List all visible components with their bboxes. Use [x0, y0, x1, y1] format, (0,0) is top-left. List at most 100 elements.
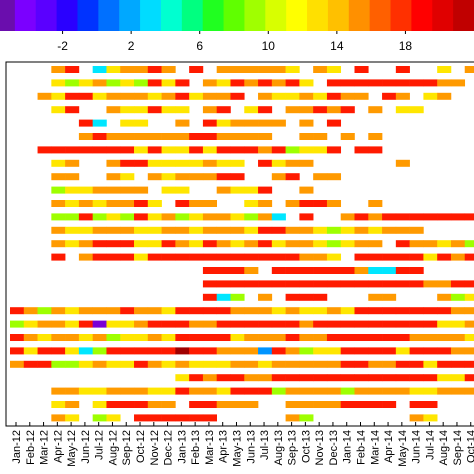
x-tick-label: Dec-12 — [163, 430, 175, 465]
heatmap-cell — [120, 307, 135, 315]
heatmap-cell — [354, 253, 369, 261]
heatmap-cell — [23, 334, 38, 341]
heatmap-cell — [340, 92, 355, 100]
heatmap-cell — [464, 320, 474, 328]
heatmap-cell — [106, 414, 121, 422]
heatmap-cell — [464, 213, 474, 221]
heatmap-cell — [161, 92, 176, 100]
heatmap-cell — [299, 267, 314, 274]
heatmap-cell — [161, 186, 176, 194]
heatmap-cell — [202, 159, 217, 167]
heatmap-cell — [10, 320, 25, 328]
heatmap-cell — [271, 387, 286, 395]
heatmap-cell — [313, 401, 328, 408]
heatmap-cell — [189, 226, 204, 234]
heatmap-cell — [368, 280, 383, 288]
heatmap-cell — [175, 253, 190, 261]
heatmap-cell — [340, 240, 355, 248]
heatmap-cell — [423, 401, 438, 408]
colorbar-tick-label: -2 — [57, 39, 68, 53]
heatmap-cell — [147, 66, 162, 73]
heatmap-cell — [395, 374, 410, 382]
heatmap-cell — [271, 374, 286, 382]
heatmap-cell — [313, 200, 328, 207]
heatmap-cell — [92, 401, 107, 408]
x-tick-label: Sep-12 — [121, 430, 133, 465]
heatmap-cell — [175, 414, 190, 422]
heatmap-cell — [175, 79, 190, 87]
heatmap-cell — [395, 334, 410, 341]
heatmap-cell — [340, 320, 355, 328]
x-tick-label: Aug-12 — [107, 430, 119, 465]
heatmap-cell — [244, 267, 259, 274]
heatmap-cell — [202, 293, 217, 301]
heatmap-cell — [409, 267, 424, 274]
heatmap-cell — [92, 307, 107, 315]
heatmap-cell — [450, 253, 466, 261]
heatmap-cell — [92, 213, 107, 221]
heatmap-cell — [450, 280, 466, 288]
heatmap-cell — [409, 79, 424, 87]
heatmap-cell — [299, 146, 314, 154]
heatmap-cell — [368, 133, 383, 140]
heatmap-cell — [382, 401, 397, 408]
x-tick-label: Mar-12 — [39, 430, 51, 465]
heatmap-cell — [106, 106, 121, 114]
heatmap-cell — [326, 401, 342, 408]
heatmap-cell — [271, 159, 286, 167]
heatmap-cell — [244, 66, 259, 73]
heatmap-cell — [106, 146, 121, 154]
heatmap-cell — [285, 66, 300, 73]
heatmap-cell — [285, 320, 300, 328]
heatmap-cell — [202, 92, 217, 100]
heatmap-cell — [423, 414, 438, 422]
heatmap-cell — [464, 387, 474, 395]
heatmap-cell — [313, 253, 328, 261]
heatmap-cell — [106, 387, 121, 395]
x-tick-label: Feb-13 — [190, 430, 202, 465]
heatmap-cell — [258, 253, 273, 261]
heatmap-cell — [230, 133, 245, 140]
heatmap-cell — [51, 334, 66, 341]
heatmap-cell — [65, 226, 80, 234]
heatmap-cell — [244, 307, 259, 315]
heatmap-cell — [368, 79, 383, 87]
heatmap-cell — [423, 240, 438, 248]
heatmap-cell — [258, 307, 273, 315]
heatmap-cell — [368, 387, 383, 395]
heatmap-cell — [450, 347, 466, 355]
heatmap-cell — [230, 79, 245, 87]
heatmap-cell — [65, 334, 80, 341]
heatmap-cell — [78, 240, 93, 248]
heatmap-cell — [161, 240, 176, 248]
heatmap-cell — [120, 226, 135, 234]
heatmap-cell — [437, 92, 452, 100]
heatmap-cell — [106, 334, 121, 341]
heatmap-cell — [299, 226, 314, 234]
heatmap-cell — [175, 240, 190, 248]
heatmap-cell — [65, 401, 80, 408]
heatmap-cell — [313, 146, 328, 154]
heatmap-cell — [189, 360, 204, 368]
heatmap-cell — [437, 374, 452, 382]
x-tick-label: Aug-14 — [438, 430, 450, 465]
heatmap-cell — [326, 347, 342, 355]
heatmap-cell — [134, 240, 149, 248]
colorbar-segment — [307, 0, 329, 31]
heatmap-cell — [326, 92, 342, 100]
heatmap-cell — [230, 119, 245, 127]
heatmap-cell — [189, 320, 204, 328]
heatmap-cell — [120, 347, 135, 355]
heatmap-cell — [244, 334, 259, 341]
heatmap-cell — [120, 92, 135, 100]
heatmap-cell — [78, 360, 93, 368]
heatmap-cell — [368, 213, 383, 221]
heatmap-cell — [299, 213, 314, 221]
heatmap-cell — [354, 213, 369, 221]
heatmap-cell — [51, 213, 66, 221]
heatmap-cell — [161, 360, 176, 368]
heatmap-cell — [175, 159, 190, 167]
heatmap-cell — [230, 307, 245, 315]
heatmap-cell — [92, 414, 107, 422]
heatmap-cell — [464, 334, 474, 341]
